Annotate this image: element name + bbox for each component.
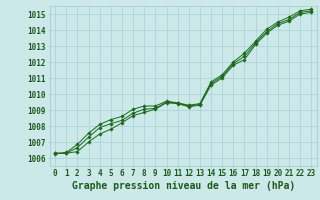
X-axis label: Graphe pression niveau de la mer (hPa): Graphe pression niveau de la mer (hPa) (72, 181, 295, 191)
